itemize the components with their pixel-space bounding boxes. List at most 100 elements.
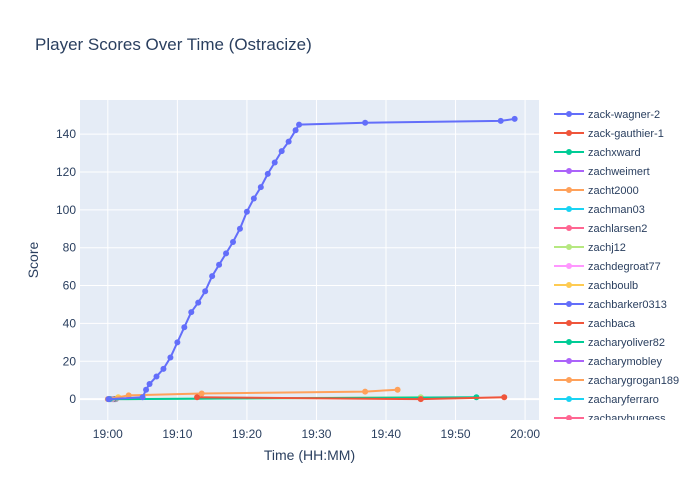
legend-label: zacharyferraro [588,394,659,406]
data-point [394,386,401,393]
legend-label: zacht2000 [588,185,639,197]
data-point [139,394,146,401]
data-point [511,115,518,122]
legend-item[interactable]: zachbaca [554,318,636,330]
legend-swatch-marker [566,225,572,231]
data-point [417,396,424,403]
y-tick-label: 80 [63,241,77,255]
data-point [362,119,369,126]
legend-label: zachbaca [588,318,636,330]
legend-swatch-marker [566,168,572,174]
legend-swatch-marker [566,396,572,402]
series-layer [104,115,518,403]
legend-item[interactable]: zack-wagner-2 [554,109,660,121]
data-point [501,394,508,401]
legend-item[interactable]: zacharygrogan189 [554,375,679,387]
legend-item[interactable]: zachman03 [554,204,645,216]
x-tick-label: 19:10 [162,427,192,441]
data-point [160,365,167,372]
legend-label: zachweimert [588,166,650,178]
legend-label: zacharyoliver82 [588,337,665,349]
data-point [167,354,174,361]
y-tick-label: 120 [56,165,76,179]
legend-item[interactable]: zachdegroat77 [554,261,661,273]
x-tick-label: 20:00 [510,427,540,441]
series-zack-wagner-2 [105,115,518,403]
data-point [243,208,250,215]
data-point [278,148,285,155]
legend-item[interactable]: zachboulb [554,280,638,292]
data-point [223,250,230,257]
plot-area [80,100,539,420]
data-point [216,261,223,268]
legend-item[interactable]: zacht2000 [554,185,639,197]
data-point [146,381,153,388]
legend-swatch-marker [566,130,572,136]
data-point [153,373,160,380]
data-point [292,127,299,134]
chart-title: Player Scores Over Time (Ostracize) [35,35,312,54]
y-tick-label: 140 [56,127,76,141]
data-point [188,309,195,316]
legend-label: zachlarsen2 [588,223,647,235]
legend-item[interactable]: zacharyburgess [554,413,666,425]
y-axis-title: Score [25,242,41,279]
y-tick-label: 40 [63,316,77,330]
x-tick-label: 19:50 [441,427,471,441]
legend-swatch-marker [566,415,572,420]
legend-label: zachxward [588,147,641,159]
series-zacht2000 [104,386,401,403]
legend-item[interactable]: zacharyoliver82 [554,337,665,349]
legend-label: zachman03 [588,204,645,216]
y-tick-label: 0 [69,392,76,406]
legend-item[interactable]: zack-gauthier-1 [554,128,664,140]
legend-item[interactable]: zachbarker0313 [554,299,667,311]
legend-swatch-marker [566,111,572,117]
data-point [143,386,150,393]
legend-swatch-marker [566,282,572,288]
data-point [271,159,278,166]
legend-label: zack-wagner-2 [588,109,660,121]
legend-item[interactable]: zacharyferraro [554,394,659,406]
legend: zack-wagner-2 zack-gauthier-1 zachxward zac… [554,109,679,425]
legend-label: zachbarker0313 [588,299,667,311]
legend-swatch-marker [566,187,572,193]
data-point [236,225,243,232]
y-tick-label: 20 [63,354,77,368]
legend-item[interactable]: zachweimert [554,166,650,178]
x-tick-label: 19:30 [301,427,331,441]
y-tick-label: 60 [63,279,77,293]
legend-swatch-marker [566,244,572,250]
legend-swatch-marker [566,263,572,269]
legend-item[interactable]: zacharymobley [554,356,662,368]
legend-label: zacharygrogan189 [588,375,679,387]
legend-swatch-marker [566,358,572,364]
legend-item[interactable]: zachj12 [554,242,626,254]
x-axis-title: Time (HH:MM) [264,447,355,463]
legend-swatch-marker [566,320,572,326]
y-axis-ticks: 0 20 40 60 80 100 120 140 [56,127,76,406]
data-point [264,170,271,177]
data-point [285,138,292,145]
data-point [125,392,132,399]
legend-item[interactable]: zachlarsen2 [554,223,647,235]
data-point [257,184,264,191]
data-point [250,195,257,202]
legend-item[interactable]: zachxward [554,147,641,159]
data-point [362,388,369,395]
y-tick-label: 100 [56,203,76,217]
x-tick-label: 19:20 [232,427,262,441]
legend-label: zachdegroat77 [588,261,661,273]
data-point [174,339,181,346]
series-zack-gauthier-1 [194,394,508,403]
legend-swatch-marker [566,149,572,155]
data-point [105,396,112,403]
x-tick-label: 19:40 [371,427,401,441]
data-point [194,394,201,401]
x-tick-label: 19:00 [93,427,123,441]
data-point [209,273,216,280]
legend-label: zachj12 [588,242,626,254]
legend-label: zachboulb [588,280,638,292]
legend-label: zack-gauthier-1 [588,128,664,140]
